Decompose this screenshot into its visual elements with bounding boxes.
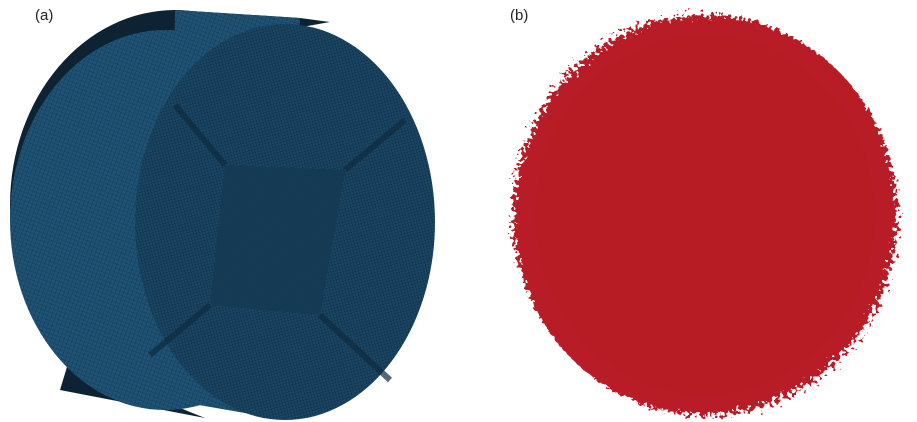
panel-label: (a) — [35, 7, 53, 24]
figure: (a) (b) — [0, 0, 917, 422]
graph-blob — [513, 15, 897, 415]
panel-label: (b) — [510, 7, 528, 24]
cylinder-mesh — [10, 10, 435, 420]
